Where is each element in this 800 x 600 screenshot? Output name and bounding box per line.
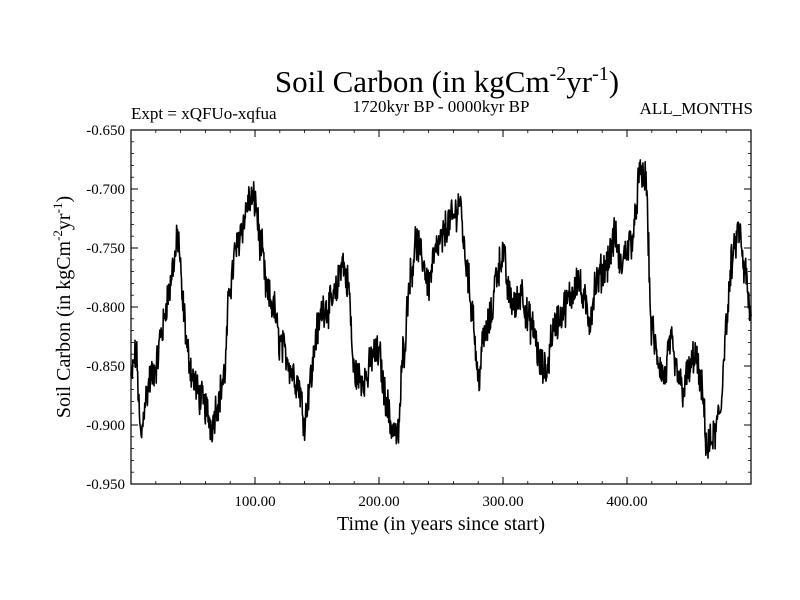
x-tick-label: 300.00 xyxy=(482,494,523,510)
y-tick-label: -0.900 xyxy=(86,418,125,434)
y-tick-label: -0.950 xyxy=(86,477,125,493)
y-tick-label: -0.850 xyxy=(86,359,125,375)
time-range-label: 1720kyr BP - 0000kyr BP xyxy=(353,97,530,116)
experiment-label: Expt = xQFUo-xqfua xyxy=(131,104,277,123)
y-tick-label: -0.650 xyxy=(86,123,125,139)
y-axis-label: Soil Carbon (in kgCm-2yr-1) xyxy=(50,196,75,418)
x-axis: 100.00 200.00 300.00 400.00 xyxy=(155,130,727,510)
series-line-soil-carbon xyxy=(130,159,752,459)
y-axis: -0.650 -0.700 -0.750 -0.800 -0.850 -0.900 -0.9… xyxy=(86,123,751,493)
x-tick-label: 200.00 xyxy=(358,494,399,510)
x-axis-label: Time (in years since start) xyxy=(337,513,545,535)
x-tick-label: 100.00 xyxy=(234,494,275,510)
chart-title: Soil Carbon (in kgCm-2yr-1) xyxy=(275,63,619,99)
x-tick-label: 400.00 xyxy=(606,494,647,510)
y-tick-label: -0.800 xyxy=(86,300,125,316)
y-tick-label: -0.750 xyxy=(86,241,125,257)
series-layer xyxy=(130,159,752,459)
plot-frame xyxy=(130,129,752,485)
y-tick-label: -0.700 xyxy=(86,182,125,198)
months-label: ALL_MONTHS xyxy=(640,99,753,118)
